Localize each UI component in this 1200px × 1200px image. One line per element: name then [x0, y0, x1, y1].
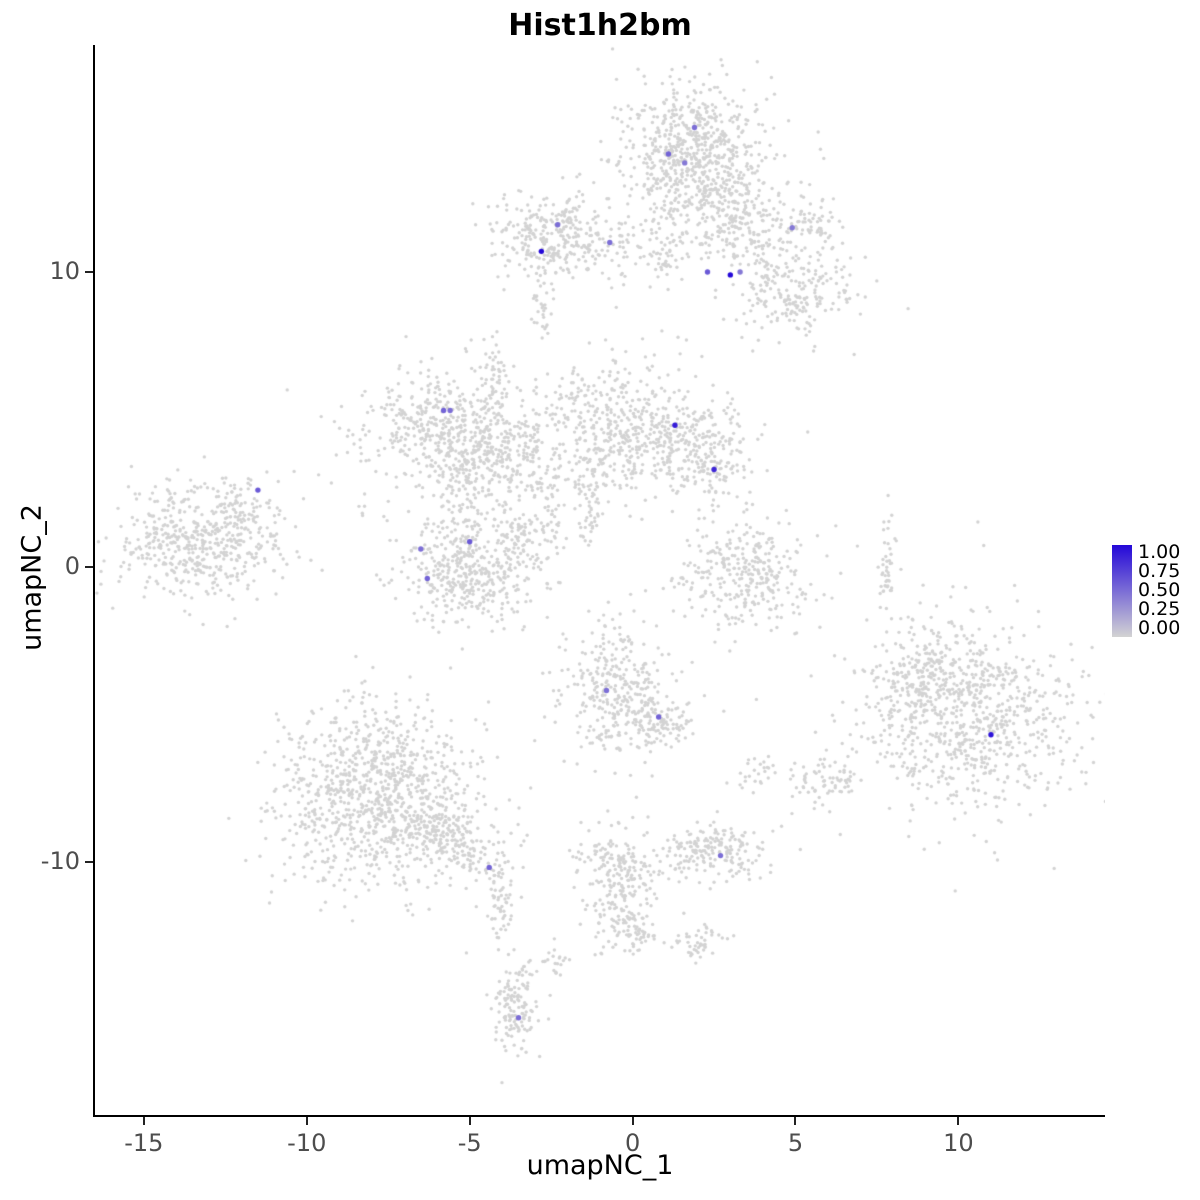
plot-title: Hist1h2bm [508, 8, 692, 43]
x-tick-mark [957, 1117, 960, 1125]
x-tick-mark [142, 1117, 145, 1125]
x-tick-label: -15 [124, 1129, 164, 1157]
legend-label: 1.00 [1138, 541, 1181, 563]
legend-label: 0.00 [1138, 617, 1181, 639]
x-tick-label: 0 [624, 1129, 641, 1157]
x-tick-mark [794, 1117, 797, 1125]
y-tick-label: -10 [40, 846, 80, 875]
x-axis-title: umapNC_1 [526, 1150, 674, 1181]
x-tick-mark [305, 1117, 308, 1125]
y-axis-line [93, 45, 95, 1117]
x-tick-label: -5 [457, 1129, 482, 1157]
x-tick-label: -10 [287, 1129, 327, 1157]
x-tick-mark [468, 1117, 471, 1125]
y-tick-mark [85, 860, 93, 863]
legend-label: 0.50 [1138, 579, 1181, 601]
y-tick-mark [85, 270, 93, 273]
y-tick-label: 10 [49, 256, 80, 285]
x-tick-mark [631, 1117, 634, 1125]
x-axis-line [93, 1115, 1105, 1117]
color-legend: 1.00 0.75 0.50 0.25 0.00 [1112, 543, 1200, 643]
x-tick-label: 10 [943, 1129, 974, 1157]
x-tick-label: 5 [787, 1129, 804, 1157]
scatter-canvas [95, 45, 1105, 1115]
legend-gradient-bar [1112, 545, 1132, 637]
legend-labels: 1.00 0.75 0.50 0.25 0.00 [1138, 543, 1180, 638]
legend-label: 0.75 [1138, 560, 1181, 582]
legend-label: 0.25 [1138, 598, 1181, 620]
y-tick-label: 0 [64, 551, 80, 580]
y-tick-mark [85, 565, 93, 568]
